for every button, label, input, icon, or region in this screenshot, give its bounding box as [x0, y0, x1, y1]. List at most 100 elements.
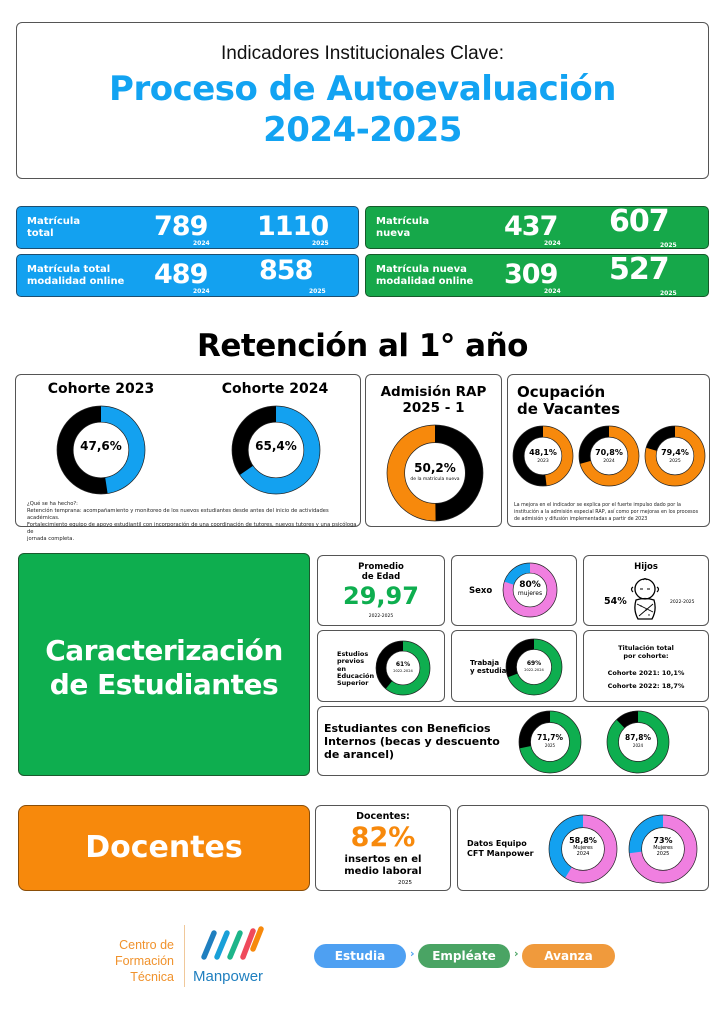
kpi-value-2025: 607 — [609, 204, 670, 239]
trabaja-estudia-donut — [505, 638, 563, 696]
ocupacion-2025-donut — [644, 425, 706, 487]
cohort-2023-donut-inner-edge — [72, 421, 130, 479]
equipo-2024-donut-value-arc — [565, 815, 617, 883]
kpi-label: Matrícula nueva — [376, 215, 430, 239]
kpi-value-2025: 1110 — [257, 211, 329, 242]
titulacion-cohorte-2021: Cohorte 2021: 10,1% — [607, 669, 685, 677]
ocupacion-2023-donut-value-arc — [542, 426, 573, 486]
cohort-2024-donut — [231, 405, 321, 495]
docentes-title: Docentes — [85, 830, 243, 865]
datos-equipo-card: Datos Equipo CFT Manpower 58,8% Mujeres 20… — [457, 805, 709, 891]
beneficios-2025-value: 71,7% 2025 — [536, 733, 564, 749]
cohort-2023-donut — [56, 405, 146, 495]
ocupacion-note: La mejora en el indicador se explica por… — [514, 503, 699, 522]
admision-rap-card: Admisión RAP 2025 - 1 50,2% de la matríc… — [365, 374, 502, 527]
docentes-banner: Docentes — [18, 805, 310, 891]
kpi-matricula-total: Matrícula total 789 2024 1110 2025 — [16, 206, 359, 249]
beneficios-2024-donut-outer-edge — [606, 710, 670, 774]
cohort-2024-title: Cohorte 2024 — [221, 381, 329, 397]
chevron-right-icon: › — [514, 947, 519, 960]
caracterizacion-banner: Caracterización de Estudiantes — [18, 553, 310, 776]
ocupacion-2024-donut-outer-edge — [578, 425, 640, 487]
page-title: Proceso de Autoevaluación 2024-2025 — [17, 69, 708, 151]
trabaja-estudia-donut-value-arc — [507, 639, 562, 695]
ocupacion-vacantes-card: Ocupación de Vacantes 48,1% 2023 70,8% 202… — [507, 374, 710, 527]
hijos-value: 54% — [604, 596, 627, 607]
equipo-2025-donut-value-arc — [629, 815, 697, 883]
pill-avanza: Avanza — [522, 944, 615, 968]
sexo-value: 80% — [519, 580, 541, 590]
trabaja-estudia-donut-inner-edge — [516, 649, 552, 685]
hijos-period: 2022-2025 — [670, 600, 695, 605]
equipo-2024-donut-inner-edge — [561, 827, 605, 871]
kpi-matricula-total-online: Matrícula total modalidad online 489 2024… — [16, 254, 359, 297]
hijos-title: Hijos — [634, 562, 658, 572]
titulacion-card: Titulación total por cohorte: Cohorte 20… — [583, 630, 709, 702]
rap-title: Admisión RAP 2025 - 1 — [380, 384, 487, 416]
cohort-2024-donut-value-arc — [239, 406, 320, 494]
datos-equipo-label: Datos Equipo CFT Manpower — [467, 839, 534, 858]
kpi-value-2024: 437 — [504, 211, 558, 242]
docentes-insercion-card: Docentes: 82% insertos en el medio labor… — [315, 805, 451, 891]
kpi-label: Matrícula nueva modalidad online — [376, 263, 474, 287]
estudios-previos-donut — [375, 640, 431, 696]
kpi-value-2024: 489 — [154, 259, 208, 290]
ocupacion-2023-donut-inner-edge — [523, 436, 563, 476]
docentes-year: 2025 — [398, 880, 412, 886]
estudios-previos-donut-outer-edge — [375, 640, 431, 696]
rap-donut — [386, 424, 484, 522]
beneficios-2024-donut-inner-edge — [618, 722, 658, 762]
docentes-card-title: Docentes: — [356, 811, 410, 822]
ocupacion-2025-donut-outer-edge — [644, 425, 706, 487]
kpi-value-2024: 789 — [154, 211, 208, 242]
titulacion-cohorte-2022: Cohorte 2022: 18,7% — [607, 682, 685, 690]
ocupacion-2025-donut-value-arc — [645, 426, 705, 486]
cohort-2023-title: Cohorte 2023 — [47, 381, 155, 397]
kpi-value-2024: 309 — [504, 259, 558, 290]
cohort-2024-donut-inner-edge — [247, 421, 305, 479]
kpi-label: Matrícula total — [27, 215, 81, 239]
ocupacion-2024-donut-inner-edge — [589, 436, 629, 476]
edad-value: 29,97 — [343, 582, 419, 610]
beneficios-2024-donut-value-arc — [607, 711, 669, 773]
beneficios-card: Estudiantes con Beneficios Internos (bec… — [317, 706, 709, 776]
kpi-value-2025: 527 — [609, 252, 670, 287]
equipo-2024-donut — [548, 814, 618, 884]
kpi-matricula-nueva-online: Matrícula nueva modalidad online 309 2024… — [365, 254, 709, 297]
ocupacion-title: Ocupación de Vacantes — [517, 383, 621, 418]
trabaja-estudia-card: Trabaja y estudia 69% 2022-2024 — [451, 630, 577, 702]
cohort-2024-value: 65,4% — [255, 439, 297, 453]
ocupacion-2025-value: 79,4% 2025 — [661, 448, 689, 464]
cohort-2023-value: 47,6% — [80, 439, 122, 453]
docentes-pct: 82% — [350, 822, 416, 853]
equipo-2024-donut-outer-edge — [548, 814, 618, 884]
trabaja-estudia-donut-outer-edge — [505, 638, 563, 696]
kpi-matricula-nueva: Matrícula nueva 437 2024 607 2025 — [365, 206, 709, 249]
kpi-year-2024: 2024 — [193, 240, 210, 247]
cohort-2024-donut-outer-edge — [231, 405, 321, 495]
sexo-sublabel: mujeres — [517, 590, 543, 597]
pill-empleate: Empléate — [418, 944, 510, 968]
sexo-donut-outer-edge — [502, 562, 558, 618]
kpi-year-2025: 2025 — [660, 242, 677, 249]
beneficios-2025-donut-outer-edge — [518, 710, 582, 774]
page-subtitle: Indicadores Institucionales Clave: — [220, 43, 505, 64]
beneficios-2025-donut-value-arc — [519, 711, 581, 773]
kpi-year-2025: 2025 — [312, 240, 329, 247]
kpi-year-2025: 2025 — [309, 288, 326, 295]
beneficios-2024-donut — [606, 710, 670, 774]
rap-donut-outer-edge — [386, 424, 484, 522]
cohort-2023-donut-value-arc — [100, 406, 145, 494]
rap-sublabel: de la matrícula nueva — [410, 477, 460, 482]
beneficios-2025-donut-inner-edge — [530, 722, 570, 762]
edad-period: 2022-2025 — [368, 614, 394, 619]
edad-title: Promedio de Edad — [358, 562, 404, 582]
page-title-line2: 2024-2025 — [263, 110, 462, 150]
ocupacion-2023-donut — [512, 425, 574, 487]
cft-logo-text: Centro de Formación Técnica — [114, 938, 174, 984]
kpi-year-2024: 2024 — [544, 240, 561, 247]
estudios-previos-donut-value-arc — [385, 641, 430, 695]
cohort-2023-donut-outer-edge — [56, 405, 146, 495]
estudios-previos-donut-inner-edge — [385, 650, 421, 686]
titulacion-title: Titulación total por cohorte: — [618, 644, 674, 660]
